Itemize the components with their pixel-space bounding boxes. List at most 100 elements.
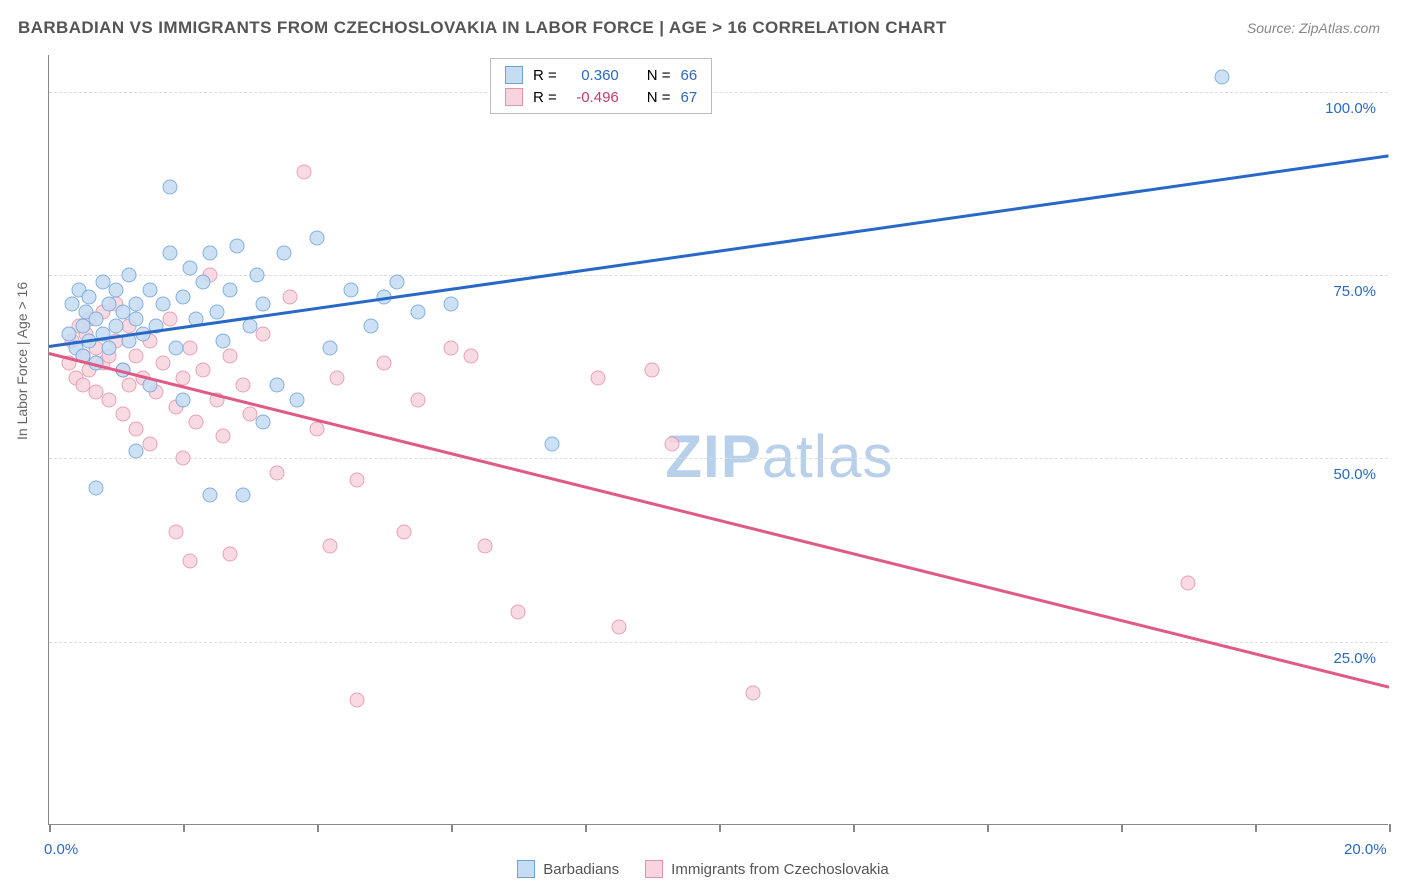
data-point — [665, 436, 680, 451]
data-point — [102, 392, 117, 407]
data-point — [216, 429, 231, 444]
x-min-label: 0.0% — [44, 841, 78, 858]
data-point — [169, 524, 184, 539]
data-point — [1181, 576, 1196, 591]
data-point — [350, 473, 365, 488]
data-point — [155, 297, 170, 312]
data-point — [122, 268, 137, 283]
data-point — [222, 348, 237, 363]
x-tick — [1389, 824, 1391, 832]
data-point — [169, 341, 184, 356]
data-point — [162, 246, 177, 261]
data-point — [229, 238, 244, 253]
legend-bottom: Barbadians Immigrants from Czechoslovaki… — [0, 860, 1406, 878]
data-point — [444, 341, 459, 356]
data-point — [645, 363, 660, 378]
legend-label-1: Immigrants from Czechoslovakia — [671, 861, 889, 878]
data-point — [410, 392, 425, 407]
y-tick-label: 100.0% — [1325, 100, 1376, 117]
legend-swatch-1 — [645, 860, 663, 878]
data-point — [129, 422, 144, 437]
x-tick — [585, 824, 587, 832]
x-tick — [719, 824, 721, 832]
data-point — [142, 436, 157, 451]
y-tick-label: 25.0% — [1333, 650, 1376, 667]
legend-item-1: Immigrants from Czechoslovakia — [645, 860, 889, 878]
data-point — [390, 275, 405, 290]
x-tick — [853, 824, 855, 832]
data-point — [283, 290, 298, 305]
data-point — [323, 539, 338, 554]
x-tick — [49, 824, 51, 832]
watermark-light: atlas — [762, 423, 894, 490]
stats-n-label: N = — [647, 89, 671, 106]
legend-label-0: Barbadians — [543, 861, 619, 878]
stats-r-value-0: 0.360 — [567, 67, 619, 84]
data-point — [222, 282, 237, 297]
series-swatch-1 — [505, 88, 523, 106]
data-point — [410, 304, 425, 319]
data-point — [289, 392, 304, 407]
gridline — [49, 642, 1388, 643]
data-point — [236, 488, 251, 503]
data-point — [276, 246, 291, 261]
data-point — [129, 312, 144, 327]
data-point — [477, 539, 492, 554]
data-point — [464, 348, 479, 363]
x-tick — [317, 824, 319, 832]
stats-n-value-0: 66 — [681, 67, 698, 84]
data-point — [256, 326, 271, 341]
data-point — [182, 554, 197, 569]
stats-n-label: N = — [647, 67, 671, 84]
data-point — [142, 282, 157, 297]
data-point — [155, 356, 170, 371]
x-tick — [1121, 824, 1123, 832]
data-point — [109, 319, 124, 334]
legend-swatch-0 — [517, 860, 535, 878]
x-tick — [451, 824, 453, 832]
data-point — [115, 407, 130, 422]
data-point — [202, 488, 217, 503]
data-point — [222, 546, 237, 561]
data-point — [236, 378, 251, 393]
data-point — [591, 370, 606, 385]
y-tick-label: 75.0% — [1333, 283, 1376, 300]
data-point — [182, 341, 197, 356]
stats-r-label: R = — [533, 67, 557, 84]
data-point — [102, 341, 117, 356]
data-point — [296, 165, 311, 180]
stats-n-value-1: 67 — [681, 89, 698, 106]
data-point — [350, 693, 365, 708]
stats-r-value-1: -0.496 — [567, 89, 619, 106]
data-point — [88, 312, 103, 327]
data-point — [216, 334, 231, 349]
legend-item-0: Barbadians — [517, 860, 619, 878]
regression-line — [49, 154, 1389, 347]
stats-legend-box: R = 0.360 N = 66 R = -0.496 N = 67 — [490, 58, 712, 114]
data-point — [310, 231, 325, 246]
data-point — [196, 275, 211, 290]
stats-r-label: R = — [533, 89, 557, 106]
x-tick — [183, 824, 185, 832]
data-point — [109, 282, 124, 297]
data-point — [182, 260, 197, 275]
data-point — [176, 451, 191, 466]
data-point — [88, 480, 103, 495]
x-tick — [1255, 824, 1257, 832]
data-point — [249, 268, 264, 283]
data-point — [176, 290, 191, 305]
data-point — [202, 246, 217, 261]
series-swatch-0 — [505, 66, 523, 84]
source-attribution: Source: ZipAtlas.com — [1247, 20, 1380, 36]
data-point — [209, 304, 224, 319]
data-point — [129, 348, 144, 363]
gridline — [49, 92, 1388, 93]
data-point — [129, 297, 144, 312]
data-point — [745, 686, 760, 701]
data-point — [444, 297, 459, 312]
plot-area: ZIPatlas — [48, 55, 1388, 825]
data-point — [243, 319, 258, 334]
data-point — [256, 297, 271, 312]
stats-row-series-0: R = 0.360 N = 66 — [505, 64, 697, 86]
y-tick-label: 50.0% — [1333, 466, 1376, 483]
